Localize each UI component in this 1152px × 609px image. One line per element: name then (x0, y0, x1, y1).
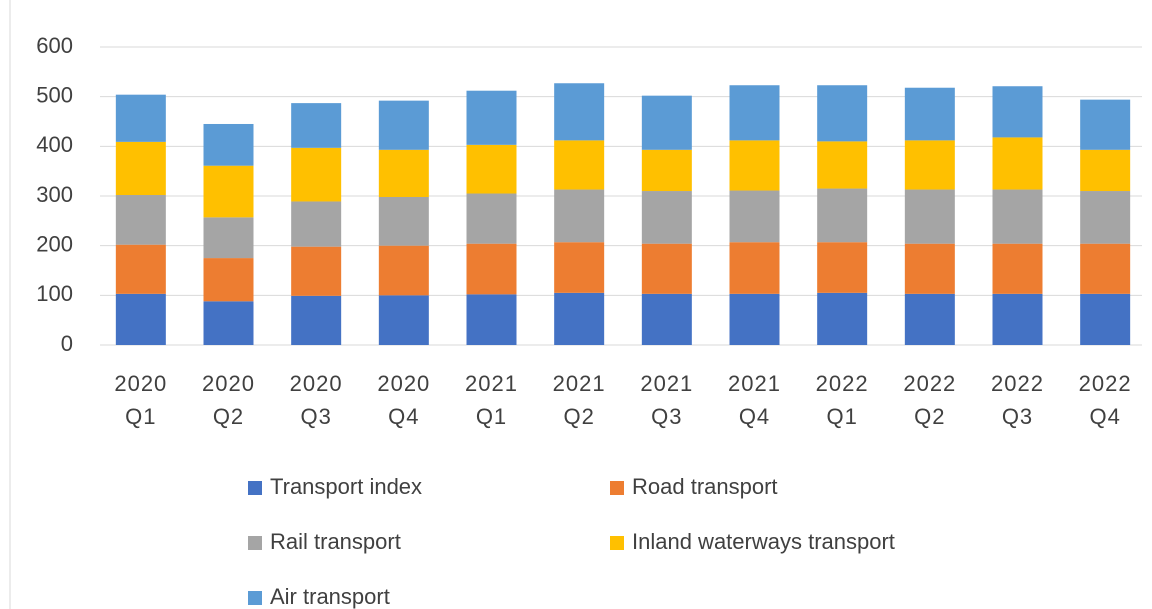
bar-segment (466, 144, 517, 194)
legend-label: Transport index (270, 474, 422, 499)
bar-segment (729, 242, 780, 294)
bar-segment (641, 95, 692, 150)
bar-segment (729, 140, 780, 191)
x-tick-label: 2020 Q2 (202, 371, 255, 429)
bar-segment (992, 86, 1043, 138)
x-tick-label: 2021 Q4 (728, 371, 781, 429)
bar-segment (904, 293, 955, 345)
bar-segment (1080, 191, 1131, 244)
bar-segment (203, 258, 254, 302)
bar-segment (641, 293, 692, 345)
bar-segment (115, 141, 166, 196)
bar-segment (817, 292, 868, 345)
legend-swatch (248, 591, 262, 605)
bar-segment (1080, 293, 1131, 345)
bar-segment (817, 141, 868, 189)
bar-segment (1080, 149, 1131, 192)
bar-segment (641, 243, 692, 294)
bar-segment (378, 196, 429, 246)
legend-swatch (248, 536, 262, 550)
x-tick-label: 2021 Q1 (465, 371, 518, 429)
bar-segment (203, 301, 254, 345)
y-tick-label: 300 (36, 182, 73, 207)
legend-swatch (248, 481, 262, 495)
bar-segment (904, 87, 955, 141)
bar-segment (729, 293, 780, 345)
bar-segment (992, 293, 1043, 345)
y-tick-label: 200 (36, 231, 73, 256)
y-tick-label: 400 (36, 132, 73, 157)
legend-label: Air transport (270, 584, 390, 609)
x-tick-label: 2020 Q3 (289, 371, 343, 429)
bar-segment (291, 295, 342, 345)
bar-segment (554, 189, 605, 243)
bar-segment (817, 242, 868, 293)
bar-segment (817, 85, 868, 142)
legend-label: Road transport (632, 474, 778, 499)
bar-segment (817, 188, 868, 243)
x-tick-label: 2021 Q2 (552, 371, 606, 429)
y-tick-label: 500 (36, 82, 73, 107)
bar-segment (1080, 243, 1131, 294)
x-tick-label: 2020 Q1 (114, 371, 168, 429)
bar-segment (641, 149, 692, 192)
bar-segment (203, 165, 254, 218)
y-tick-label: 0 (61, 331, 73, 356)
bar-segment (291, 246, 342, 296)
bar-segment (641, 191, 692, 244)
bar-segment (115, 195, 166, 245)
bar-segment (729, 85, 780, 141)
x-tick-label: 2022 Q1 (815, 371, 869, 429)
bar-segment (554, 292, 605, 345)
bar-segment (466, 193, 517, 244)
bar-segment (904, 140, 955, 190)
legend-label: Inland waterways transport (632, 529, 895, 554)
bar-segment (115, 293, 166, 345)
legend-swatch (610, 536, 624, 550)
legend-label: Rail transport (270, 529, 401, 554)
bar-segment (904, 243, 955, 294)
bar-segment (992, 137, 1043, 190)
bar-segment (291, 103, 342, 148)
bar-segment (992, 189, 1043, 244)
x-tick-label: 2022 Q4 (1078, 371, 1132, 429)
bar-segment (378, 100, 429, 150)
bar-segment (203, 217, 254, 259)
bar-segment (115, 244, 166, 294)
bar-segment (203, 123, 254, 166)
y-tick-label: 100 (36, 281, 73, 306)
bar-segment (466, 294, 517, 345)
bar-segment (554, 83, 605, 141)
x-tick-label: 2021 Q3 (640, 371, 694, 429)
bar-segment (1080, 99, 1131, 150)
bar-segment (729, 190, 780, 243)
bar-segment (904, 189, 955, 244)
x-tick-label: 2022 Q3 (991, 371, 1044, 429)
y-tick-label: 600 (36, 33, 73, 58)
bar-segment (378, 149, 429, 197)
bar-segment (291, 147, 342, 202)
bar-segment (378, 295, 429, 345)
bar-segment (115, 94, 166, 142)
legend-swatch (610, 481, 624, 495)
bar-segment (378, 245, 429, 296)
bar-segment (291, 201, 342, 247)
bar-segment (554, 140, 605, 190)
bar-segment (992, 243, 1043, 294)
bar-segment (466, 243, 517, 295)
bar-segment (466, 90, 517, 145)
x-tick-label: 2022 Q2 (903, 371, 957, 429)
bar-segment (554, 242, 605, 293)
x-tick-label: 2020 Q4 (377, 371, 431, 429)
